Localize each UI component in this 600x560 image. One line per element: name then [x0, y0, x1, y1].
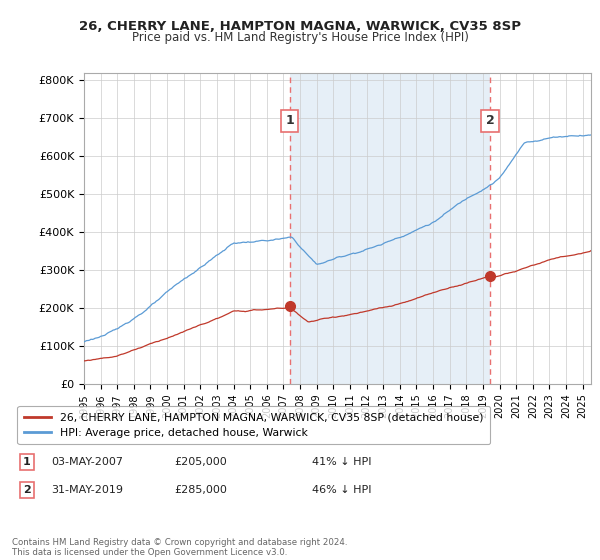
Text: Contains HM Land Registry data © Crown copyright and database right 2024.
This d: Contains HM Land Registry data © Crown c… [12, 538, 347, 557]
Legend: 26, CHERRY LANE, HAMPTON MAGNA, WARWICK, CV35 8SP (detached house), HPI: Average: 26, CHERRY LANE, HAMPTON MAGNA, WARWICK,… [17, 406, 490, 444]
Text: Price paid vs. HM Land Registry's House Price Index (HPI): Price paid vs. HM Land Registry's House … [131, 31, 469, 44]
Text: £205,000: £205,000 [174, 457, 227, 467]
Text: 1: 1 [23, 457, 31, 467]
Text: 03-MAY-2007: 03-MAY-2007 [51, 457, 123, 467]
Text: 1: 1 [285, 114, 294, 128]
Text: £285,000: £285,000 [174, 485, 227, 495]
Text: 26, CHERRY LANE, HAMPTON MAGNA, WARWICK, CV35 8SP: 26, CHERRY LANE, HAMPTON MAGNA, WARWICK,… [79, 20, 521, 32]
Text: 41% ↓ HPI: 41% ↓ HPI [312, 457, 371, 467]
Text: 2: 2 [23, 485, 31, 495]
Text: 31-MAY-2019: 31-MAY-2019 [51, 485, 123, 495]
Text: 2: 2 [485, 114, 494, 128]
Bar [290, 73, 490, 384]
Text: 46% ↓ HPI: 46% ↓ HPI [312, 485, 371, 495]
